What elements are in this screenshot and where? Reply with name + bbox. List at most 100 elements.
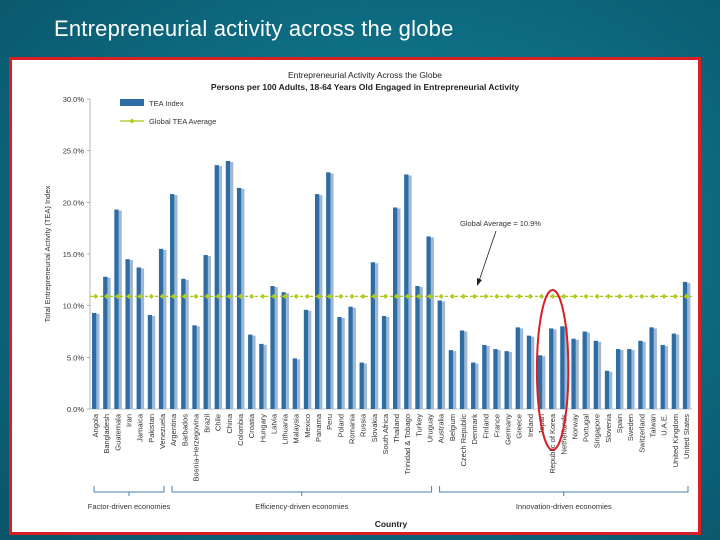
- bar-shadow: [463, 331, 468, 409]
- average-marker: [304, 293, 310, 299]
- x-tick-label: Republic of Korea: [548, 413, 557, 473]
- x-tick-label: Australia: [437, 413, 446, 443]
- x-tick-label: Romania: [347, 413, 356, 444]
- x-tick-label: Slovakia: [370, 413, 379, 442]
- bar: [504, 351, 509, 409]
- bar-shadow: [229, 162, 234, 409]
- x-tick-label: Lithuania: [281, 413, 290, 444]
- bar-shadow: [441, 301, 446, 409]
- bar-shadow: [597, 341, 602, 409]
- bar: [92, 312, 97, 409]
- bar-shadow: [341, 318, 345, 409]
- bar-shadow: [296, 359, 301, 409]
- x-tick-label: Bangladesh: [102, 414, 111, 454]
- bar: [348, 306, 353, 409]
- bar-shadow: [240, 188, 245, 409]
- group-label: Innovation-driven economies: [516, 502, 612, 511]
- x-tick-label: Thailand: [392, 414, 401, 443]
- annotation-arrow-line: [478, 230, 497, 282]
- bar-shadow: [553, 329, 557, 409]
- y-tick-label: 10.0%: [63, 302, 85, 311]
- bar: [482, 344, 487, 409]
- average-marker: [483, 293, 489, 299]
- annotation-arrow-head: [477, 278, 482, 286]
- x-tick-label: Guatemala: [113, 413, 122, 451]
- bar-shadow: [207, 256, 211, 409]
- bar-shadow: [474, 363, 479, 409]
- average-marker: [605, 293, 611, 299]
- group-bracket: [93, 486, 165, 496]
- bar-shadow: [419, 287, 423, 409]
- x-tick-label: Ireland: [526, 414, 535, 437]
- bar: [381, 316, 387, 409]
- bar-shadow: [608, 371, 613, 409]
- average-marker: [349, 293, 355, 299]
- bar: [560, 326, 565, 409]
- bar-shadow: [519, 328, 524, 409]
- average-marker: [527, 293, 533, 299]
- x-tick-label: United States: [682, 414, 691, 459]
- x-tick-label: United Kingdom: [671, 414, 680, 467]
- average-marker: [594, 293, 600, 299]
- average-marker: [293, 293, 299, 299]
- bar: [170, 194, 175, 409]
- bar-shadow: [151, 315, 156, 409]
- bar: [147, 314, 153, 409]
- average-marker: [538, 293, 545, 299]
- bar-shadow: [263, 344, 267, 409]
- bar: [459, 330, 465, 409]
- legend-line-label: Global TEA Average: [149, 117, 216, 126]
- bar-shadow: [218, 166, 223, 409]
- average-marker: [572, 293, 578, 299]
- bar-shadow: [285, 293, 290, 409]
- bar: [515, 327, 520, 409]
- bar: [615, 349, 621, 409]
- bar-shadow: [118, 210, 122, 409]
- x-tick-label: Croatia: [247, 413, 256, 438]
- bar-shadow: [675, 334, 680, 409]
- bar: [604, 370, 610, 409]
- x-tick-label: Angola: [91, 413, 100, 437]
- tea-bar-chart: Entrepreneurial Activity Across the Glob…: [43, 70, 692, 529]
- bar: [660, 344, 665, 409]
- x-tick-label: Panama: [314, 413, 323, 442]
- average-marker: [472, 293, 478, 299]
- x-tick-label: Mexico: [303, 414, 312, 438]
- bar-shadow: [497, 350, 501, 409]
- bar: [404, 174, 409, 409]
- x-tick-label: U.A.E.: [660, 414, 669, 436]
- bar: [103, 276, 108, 409]
- average-marker: [438, 293, 444, 299]
- bar-shadow: [508, 352, 512, 409]
- x-tick-label: France: [492, 414, 501, 437]
- chart-title: Entrepreneurial Activity Across the Glob…: [288, 70, 442, 80]
- y-tick-label: 30.0%: [63, 95, 85, 104]
- average-marker: [672, 293, 678, 299]
- bar: [181, 278, 186, 409]
- x-tick-label: Chile: [214, 414, 223, 431]
- group-bracket: [171, 486, 433, 496]
- bar: [437, 300, 442, 409]
- average-marker: [393, 293, 400, 299]
- average-marker: [460, 293, 467, 299]
- average-marker: [338, 293, 344, 299]
- bar: [136, 267, 141, 409]
- bar: [303, 309, 309, 409]
- x-tick-label: Bosnia-Herzegovina: [191, 413, 200, 481]
- x-tick-label: Sweden: [626, 414, 635, 441]
- bar: [571, 338, 576, 409]
- y-tick-label: 20.0%: [63, 198, 85, 207]
- bar-shadow: [586, 332, 591, 409]
- x-tick-label: Latvia: [269, 413, 278, 434]
- y-tick-label: 0.0%: [67, 405, 84, 414]
- x-tick-label: Trinidad & Tobago: [403, 414, 412, 474]
- x-tick-label: Barbados: [180, 414, 189, 446]
- average-marker: [193, 293, 199, 299]
- x-tick-label: Netherlands: [559, 414, 568, 455]
- average-marker: [561, 293, 567, 299]
- bar: [593, 340, 598, 409]
- bar-shadow: [664, 345, 669, 409]
- x-tick-label: Russia: [359, 413, 368, 437]
- y-axis-label: Total Entrepreneurial Activity (TEA) Ind…: [43, 185, 52, 322]
- bar-shadow: [486, 345, 490, 409]
